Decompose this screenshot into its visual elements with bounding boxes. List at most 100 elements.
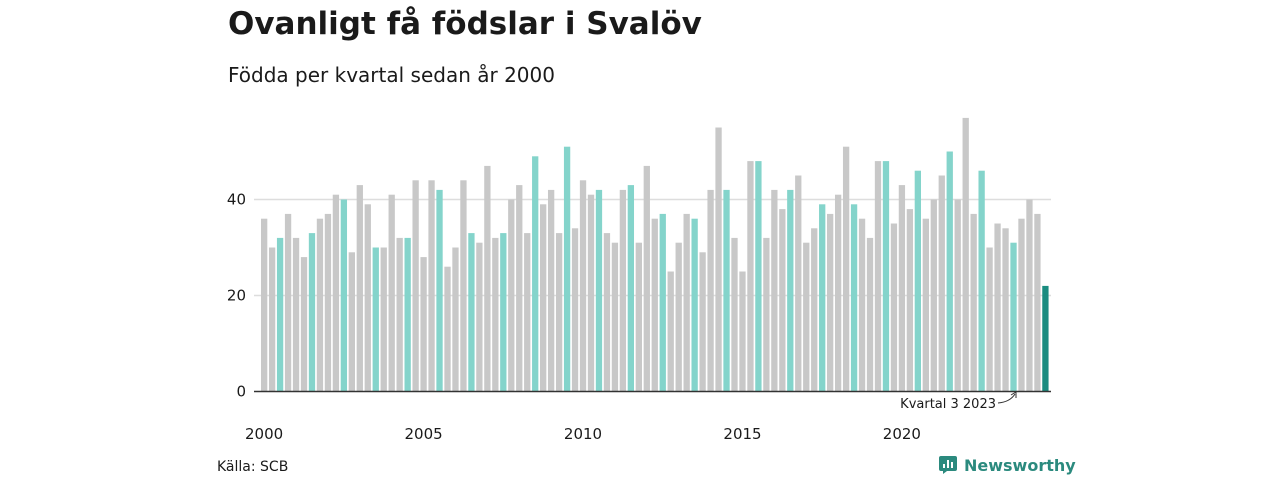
bar: [970, 213, 977, 392]
bar: [874, 161, 882, 392]
x-tick-label: 2015: [723, 425, 761, 443]
bar: [795, 175, 802, 392]
bar: [268, 247, 276, 392]
bar: [404, 237, 411, 392]
bar: [332, 194, 340, 392]
bar: [842, 146, 850, 392]
bar: [452, 247, 459, 392]
bar: [787, 189, 794, 392]
bar: [850, 204, 858, 392]
bars: [261, 117, 1049, 392]
brand: Newsworthy: [938, 455, 1076, 475]
bar: [1002, 228, 1009, 392]
bar: [1010, 242, 1017, 392]
x-tick-label: 2000: [245, 425, 283, 443]
bar: [563, 146, 571, 392]
bar: [555, 233, 563, 392]
bar: [635, 242, 642, 392]
bar: [587, 194, 595, 392]
bar: [292, 237, 300, 392]
annotation-arrow: [997, 393, 1016, 404]
bar: [308, 233, 316, 392]
bar: [284, 213, 292, 392]
bar: [396, 237, 403, 392]
bar: [571, 228, 579, 392]
bar: [803, 242, 810, 392]
bar: [882, 161, 890, 392]
bar: [500, 233, 507, 392]
bar: [364, 204, 371, 392]
bar: [858, 218, 866, 392]
bar: [388, 194, 395, 392]
bar: [524, 233, 531, 392]
bar: [651, 218, 658, 392]
bar: [659, 213, 666, 392]
bar: [699, 252, 706, 392]
bar: [922, 218, 929, 392]
bar: [906, 209, 914, 392]
bar: [938, 175, 945, 392]
bar: [763, 237, 770, 392]
bar: [715, 127, 722, 392]
y-tick-label: 40: [227, 191, 246, 209]
bar: [747, 161, 754, 392]
bar: [579, 180, 587, 392]
bar: [1026, 199, 1033, 392]
bar: [324, 213, 332, 392]
bar: [340, 199, 348, 392]
bar: [962, 117, 969, 392]
bar: [468, 233, 475, 392]
annotation-label: Kvartal 3 2023: [900, 397, 996, 412]
bar: [779, 209, 786, 392]
bar: [930, 199, 937, 392]
x-tick-label: 2005: [405, 425, 443, 443]
brand-name: Newsworthy: [964, 455, 1076, 475]
bar: [540, 204, 547, 392]
axis: 0 20 40 2000 2005 2010 2015 2020: [227, 191, 1051, 443]
bar: [667, 271, 674, 392]
bar: [261, 218, 268, 392]
bar: [276, 237, 284, 392]
bar: [827, 213, 834, 392]
bar: [420, 257, 427, 392]
bar: [723, 189, 730, 392]
bar: [898, 185, 906, 392]
bar: [707, 189, 714, 392]
bar: [643, 165, 650, 392]
y-tick-label: 20: [227, 287, 246, 305]
bar: [619, 189, 627, 392]
bar: [627, 185, 635, 392]
bar: [691, 218, 698, 392]
bar: [300, 257, 308, 392]
source-credit: Källa: SCB: [217, 459, 289, 475]
bar: [914, 170, 921, 392]
bar: [1018, 218, 1025, 392]
bar: [444, 266, 451, 392]
bar: [348, 252, 355, 392]
bar: [771, 189, 778, 392]
bar: [978, 170, 985, 392]
bar: [731, 237, 738, 392]
bar: [866, 237, 874, 392]
bar: [372, 247, 379, 392]
bar: [460, 180, 467, 392]
bar: [508, 199, 515, 392]
x-tick-label: 2020: [883, 425, 921, 443]
bar: [476, 242, 483, 392]
bar: [436, 189, 443, 392]
bar: [675, 242, 682, 392]
bar: [946, 151, 953, 392]
bar: [683, 213, 690, 392]
bar: [603, 233, 611, 392]
annotation: Kvartal 3 2023: [900, 391, 1017, 412]
bar: [611, 242, 619, 392]
newsworthy-logo-icon: [939, 456, 957, 474]
bar: [428, 180, 435, 392]
bar: [1042, 285, 1049, 392]
y-tick-label: 0: [236, 383, 246, 401]
bar: [954, 199, 961, 392]
bar: [532, 156, 539, 392]
bar: [595, 189, 603, 392]
bar: [890, 223, 898, 392]
